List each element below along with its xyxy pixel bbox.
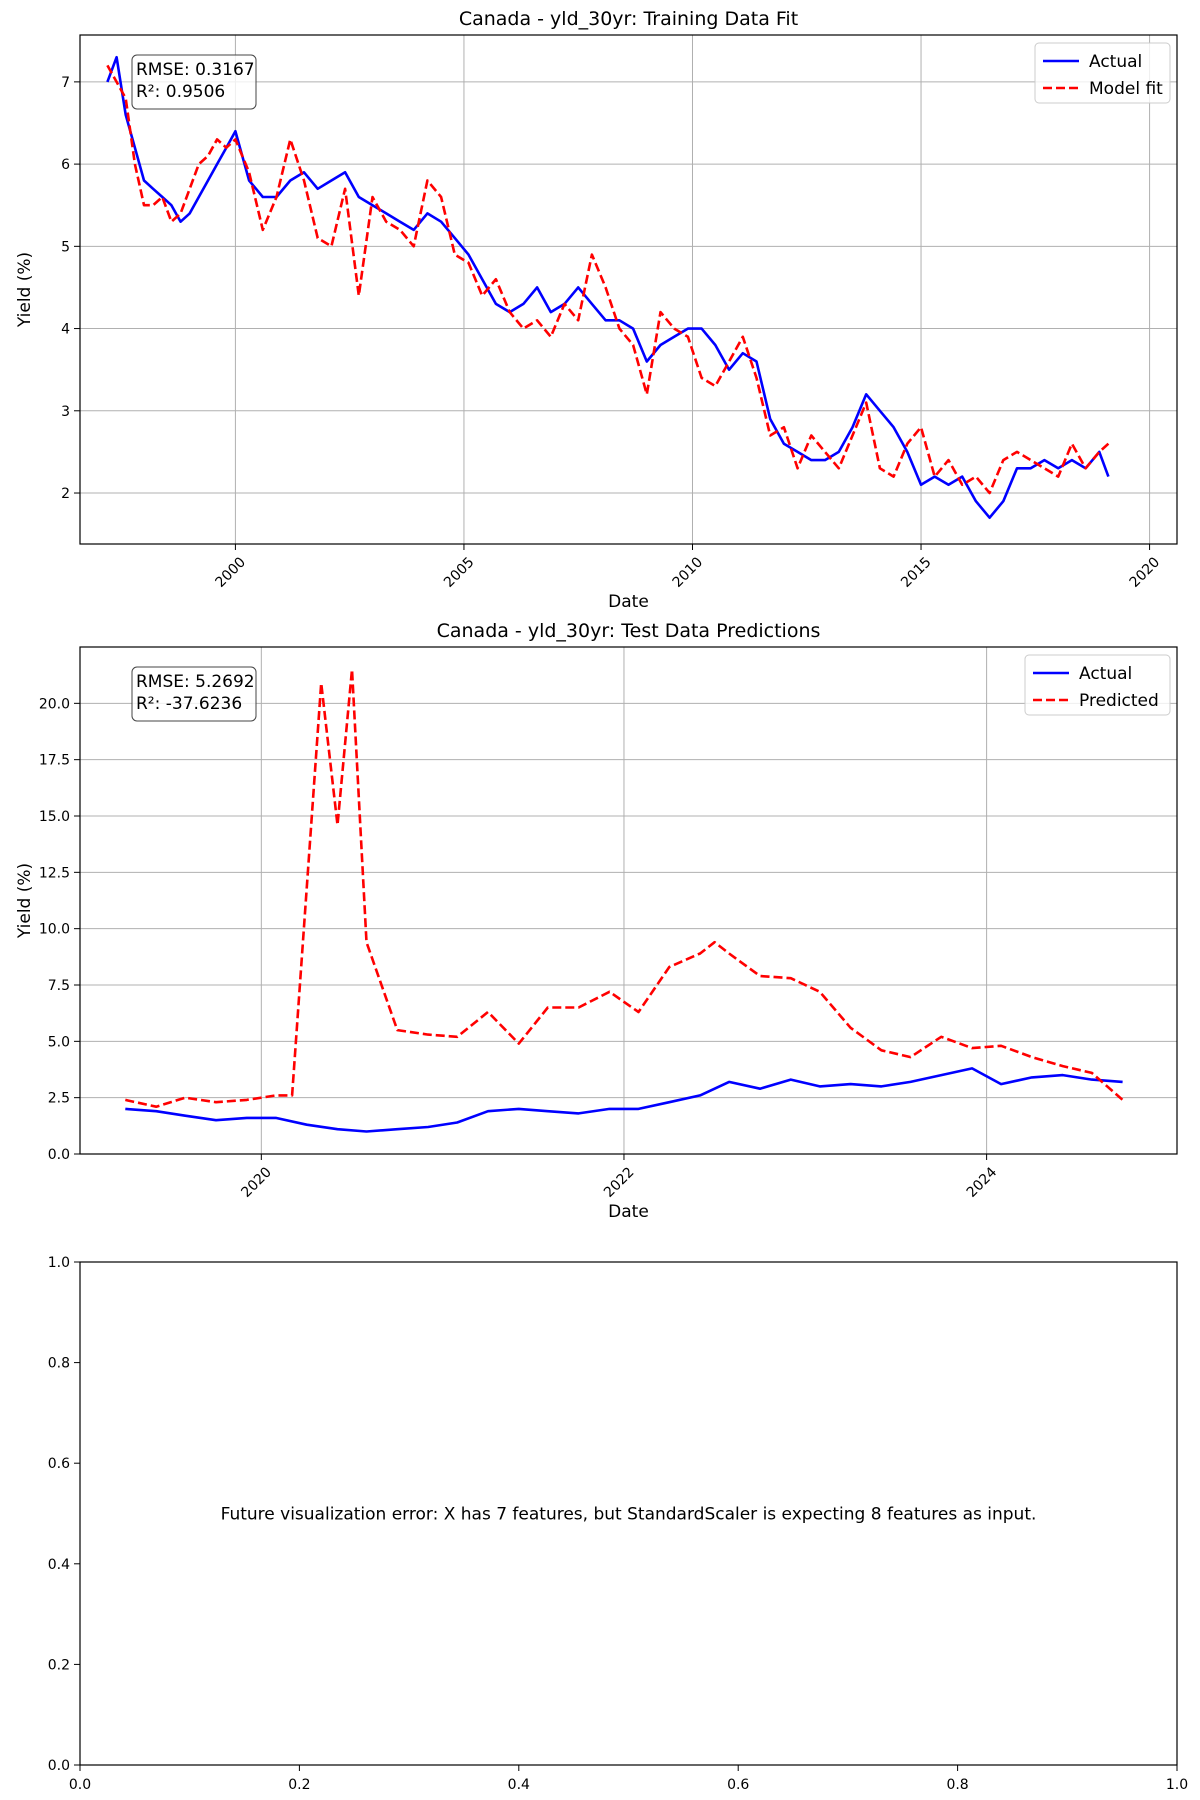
x-tick-label: 0.8 [946, 1777, 968, 1793]
y-tick-label: 20.0 [39, 696, 70, 712]
y-tick-label: 3 [61, 404, 70, 420]
chart-2: 2020 2022 2024 0.0 2.5 5.0 7.5 10.0 12.5 15.0 17.5… [15, 620, 1178, 1222]
legend-label: Predicted [1079, 691, 1159, 711]
legend-label: Actual [1079, 664, 1132, 684]
x-tick-label: 2005 [441, 554, 478, 591]
x-tick-label: 2015 [898, 554, 935, 591]
y-tick-label: 2.5 [48, 1091, 70, 1107]
x-tick-label: 2022 [601, 1164, 638, 1201]
y-tick-label: 12.5 [39, 865, 70, 881]
x-tick-label: 2010 [670, 554, 707, 591]
y-tick-label: 7.5 [48, 978, 70, 994]
x-tick-label: 2020 [1127, 554, 1164, 591]
legend-label: Actual [1089, 52, 1142, 72]
y-tick-label: 6 [61, 157, 70, 173]
x-tick-label: 1.0 [1166, 1777, 1188, 1793]
y-tick-label: 15.0 [39, 809, 70, 825]
metric-text: R²: -37.6236 [136, 694, 242, 714]
y-tick-label: 4 [61, 322, 70, 338]
plot-area [80, 1262, 1177, 1765]
legend-label: Model fit [1089, 79, 1163, 99]
y-tick-label: 0.8 [48, 1356, 70, 1372]
y-tick-label: 2 [61, 486, 70, 502]
plot-frame [79, 1261, 1178, 1766]
y-tick-label: 5.0 [48, 1034, 70, 1050]
x-tick-label: 0.0 [69, 1777, 91, 1793]
y-tick-label: 17.5 [39, 753, 70, 769]
error-annotation: Future visualization error: X has 7 feat… [221, 1505, 1037, 1525]
y-tick-label: 0.4 [48, 1557, 70, 1573]
y-tick-label: 0.0 [48, 1147, 70, 1163]
x-tick-label: 0.4 [508, 1777, 530, 1793]
plot-area [80, 35, 1177, 544]
x-tick-label: 0.6 [727, 1777, 749, 1793]
y-tick-label: 1.0 [48, 1255, 70, 1271]
y-axis-label: Yield (%) [15, 252, 35, 328]
metrics-box [131, 54, 257, 110]
chart-3: 0.0 0.2 0.4 0.6 0.8 1.0 0.0 0.2 0.4 0.6 0.8 1.0 Futu… [48, 1255, 1188, 1793]
x-tick-label: 2000 [213, 554, 250, 591]
chart-title: Canada - yld_30yr: Training Data Fit [459, 8, 798, 30]
plot-frame [79, 646, 1178, 1155]
metric-text: RMSE: 0.3167 [136, 60, 255, 80]
chart-1: 2000 2005 2010 2015 2020 2 3 4 5 6 7 Canada - yld_3… [15, 8, 1178, 612]
series-line-actual [125, 1067, 1123, 1133]
y-tick-label: 7 [61, 75, 70, 91]
x-axis-label: Date [608, 592, 649, 612]
x-tick-label: 0.2 [288, 1777, 310, 1793]
chart-title: Canada - yld_30yr: Test Data Predictions [437, 620, 821, 642]
y-tick-label: 0.2 [48, 1657, 70, 1673]
y-tick-label: 10.0 [39, 922, 70, 938]
x-axis-label: Date [608, 1202, 649, 1222]
plot-frame [79, 34, 1178, 545]
x-tick-label: 2020 [238, 1164, 275, 1201]
legend [1034, 42, 1171, 104]
series-line-predicted [125, 668, 1124, 1108]
metrics-box [131, 666, 257, 722]
y-tick-label: 0.0 [48, 1758, 70, 1774]
y-tick-label: 5 [61, 239, 70, 255]
metric-text: R²: 0.9506 [136, 82, 225, 102]
y-tick-label: 0.6 [48, 1456, 70, 1472]
metric-text: RMSE: 5.2692 [136, 672, 255, 692]
x-tick-label: 2024 [964, 1164, 1001, 1201]
series-line-model-fit [106, 64, 1110, 495]
y-axis-label: Yield (%) [15, 863, 35, 939]
plot-area [80, 647, 1177, 1154]
